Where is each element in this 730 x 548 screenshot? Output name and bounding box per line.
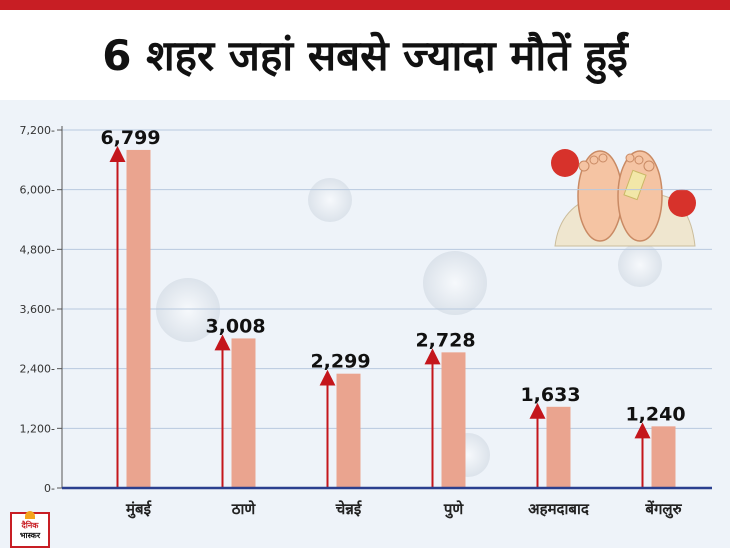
gridlines <box>62 129 712 429</box>
y-tick-label: 2,400- <box>20 363 55 376</box>
bar <box>441 352 466 488</box>
y-tick-label: 1,200- <box>20 422 55 435</box>
bar-value-label: 1,633 <box>520 384 580 406</box>
brand-line-1: दैनिक <box>21 521 39 530</box>
deceased-feet-illustration-icon <box>551 149 696 247</box>
bar-value-label: 2,728 <box>415 329 475 351</box>
bar-value-label: 3,008 <box>205 315 265 337</box>
brand-logo: दैनिक भास्कर <box>10 511 50 548</box>
bar <box>336 373 361 488</box>
x-category-label: बेंगलुरु <box>644 500 682 519</box>
y-axis: 0- 1,200- 2,400- 3,600- 4,800- 6,000- 7,200- <box>20 124 63 495</box>
bar-value-label: 6,799 <box>100 127 160 149</box>
x-category-label: चेन्नई <box>335 500 362 518</box>
bar-value-label: 1,240 <box>625 403 685 425</box>
brand-line-2: भास्कर <box>19 531 41 540</box>
bar <box>651 426 676 488</box>
bar-value-label: 2,299 <box>310 351 370 373</box>
x-category-label: अहमदाबाद <box>528 500 590 518</box>
x-axis-labels: मुंबई ठाणे चेन्नई पुणे अहमदाबाद बेंगलुरु <box>125 500 683 519</box>
y-tick-label: 6,000- <box>20 184 55 197</box>
bars-group: 6,799 3,008 2,299 2,728 1,633 1,240 <box>100 127 686 489</box>
bar <box>126 149 151 489</box>
x-category-label: पुणे <box>443 500 465 519</box>
y-tick-label: 4,800- <box>20 243 55 256</box>
chart-title: 6 शहर जहां सबसे ज्यादा मौतें हुईं <box>102 31 628 80</box>
bar <box>231 338 256 488</box>
sun-icon <box>25 511 35 519</box>
header-accent-bar <box>0 0 730 10</box>
x-category-label: ठाणे <box>231 500 257 518</box>
y-tick-label: 3,600- <box>20 303 55 316</box>
y-tick-label: 7,200- <box>20 124 55 137</box>
y-tick-label: 0- <box>44 482 55 495</box>
bar <box>546 406 571 488</box>
x-category-label: मुंबई <box>125 500 152 519</box>
